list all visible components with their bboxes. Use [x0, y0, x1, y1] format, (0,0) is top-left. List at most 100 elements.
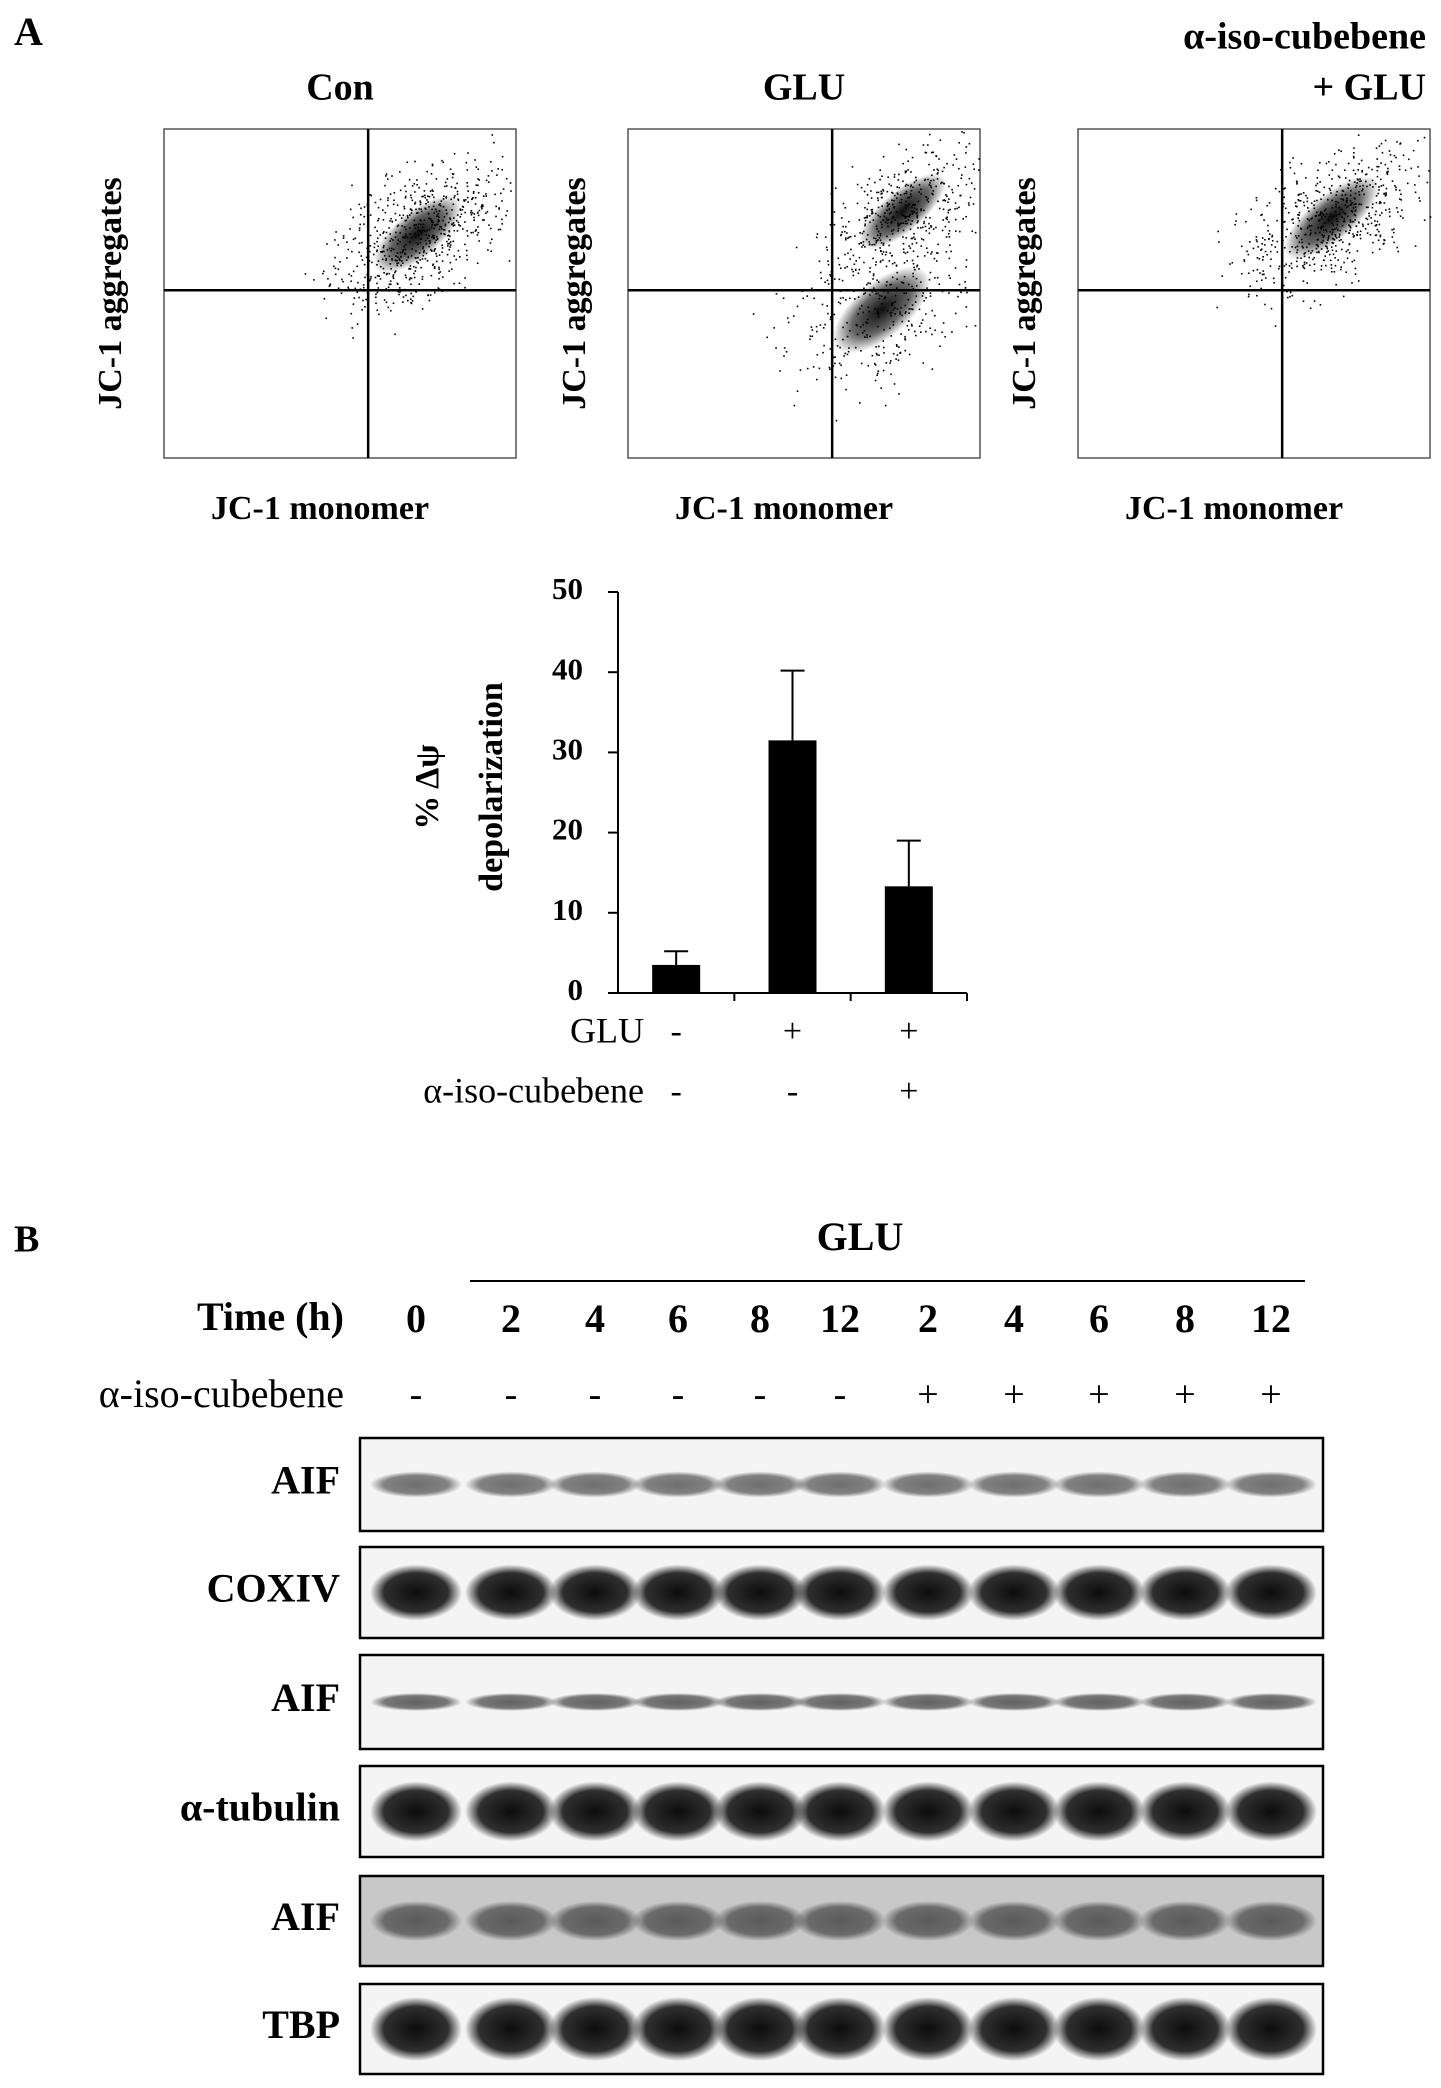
band [794, 1997, 886, 2061]
event-dot [1296, 249, 1299, 251]
event-dot [1268, 202, 1271, 204]
event-dot [1294, 205, 1297, 207]
event-dot [915, 284, 918, 287]
event-dot [849, 297, 851, 300]
event-dot [913, 330, 916, 333]
event-dot [470, 213, 473, 216]
event-dot [921, 238, 923, 240]
event-dot [1348, 243, 1351, 245]
event-dot [1334, 256, 1336, 259]
event-dot [916, 221, 919, 224]
event-dot [351, 184, 353, 187]
event-dot [1376, 228, 1379, 231]
event-dot [396, 225, 399, 228]
event-dot [934, 314, 936, 317]
event-dot [1292, 218, 1294, 220]
event-dot [905, 200, 907, 203]
event-dot [456, 214, 459, 216]
event-dot [1313, 270, 1316, 272]
event-dot [833, 223, 836, 226]
event-dot [869, 335, 871, 338]
event-dot [394, 271, 396, 274]
plot-title: Con [306, 67, 374, 109]
event-dot [1345, 250, 1348, 253]
event-dot [368, 260, 371, 262]
event-dot [326, 243, 328, 245]
event-dot [958, 206, 960, 209]
event-dot [350, 280, 352, 283]
event-dot [1299, 227, 1302, 230]
event-dot [913, 266, 915, 269]
event-dot [1375, 210, 1377, 213]
event-dot [431, 264, 434, 267]
band [370, 1901, 462, 1941]
band [370, 1471, 462, 1498]
event-dot [467, 190, 469, 192]
event-dot [1283, 284, 1285, 287]
event-dot [869, 267, 871, 269]
event-dot [1335, 200, 1337, 203]
event-dot [896, 271, 899, 274]
event-dot [455, 219, 458, 222]
event-dot [941, 170, 944, 173]
event-dot [1338, 176, 1341, 179]
event-dot [453, 196, 456, 199]
event-dot [1335, 205, 1337, 208]
plot-title: + GLU [1313, 67, 1427, 109]
event-dot [434, 224, 437, 227]
event-dot [838, 362, 841, 365]
event-dot [895, 211, 898, 213]
event-dot [1283, 196, 1286, 199]
event-dot [1270, 307, 1273, 310]
event-dot [1240, 245, 1243, 248]
event-dot [375, 250, 378, 253]
event-dot [474, 159, 476, 161]
y-tick-label: 20 [552, 812, 583, 847]
event-dot [1382, 184, 1385, 187]
event-dot [1332, 253, 1335, 256]
event-dot [393, 199, 395, 202]
event-dot [1346, 197, 1348, 200]
event-dot [426, 229, 428, 232]
treatment-sign: - [589, 1374, 602, 1416]
event-dot [926, 251, 929, 254]
event-dot [888, 208, 890, 210]
event-dot [1393, 228, 1395, 230]
event-dot [883, 215, 885, 218]
event-dot [466, 169, 469, 171]
event-dot [451, 176, 454, 179]
event-dot [432, 190, 434, 193]
event-dot [874, 379, 877, 382]
event-dot [1344, 169, 1346, 172]
event-dot [399, 291, 401, 293]
event-dot [369, 194, 372, 196]
event-dot [442, 276, 444, 278]
event-dot [396, 204, 399, 206]
event-dot [945, 251, 948, 253]
event-dot [1327, 250, 1330, 252]
event-dot [1352, 236, 1355, 238]
event-dot [1264, 238, 1266, 241]
event-dot [449, 168, 452, 170]
band [632, 1471, 724, 1498]
event-dot [878, 354, 880, 357]
event-dot [1380, 185, 1383, 187]
event-dot [1316, 251, 1318, 254]
event-dot [1333, 238, 1336, 241]
event-dot [907, 160, 909, 162]
event-dot [433, 237, 436, 239]
event-dot [1335, 237, 1338, 239]
event-dot [415, 208, 417, 211]
event-dot [417, 226, 419, 229]
event-dot [1366, 185, 1368, 188]
event-dot [954, 267, 957, 269]
event-dot [1309, 234, 1311, 236]
event-dot [1320, 226, 1323, 228]
event-dot [840, 234, 842, 237]
event-dot [921, 295, 924, 297]
event-dot [500, 192, 502, 195]
event-dot [1297, 225, 1299, 227]
event-dot [879, 294, 881, 297]
event-dot [365, 256, 368, 259]
event-dot [465, 249, 468, 252]
